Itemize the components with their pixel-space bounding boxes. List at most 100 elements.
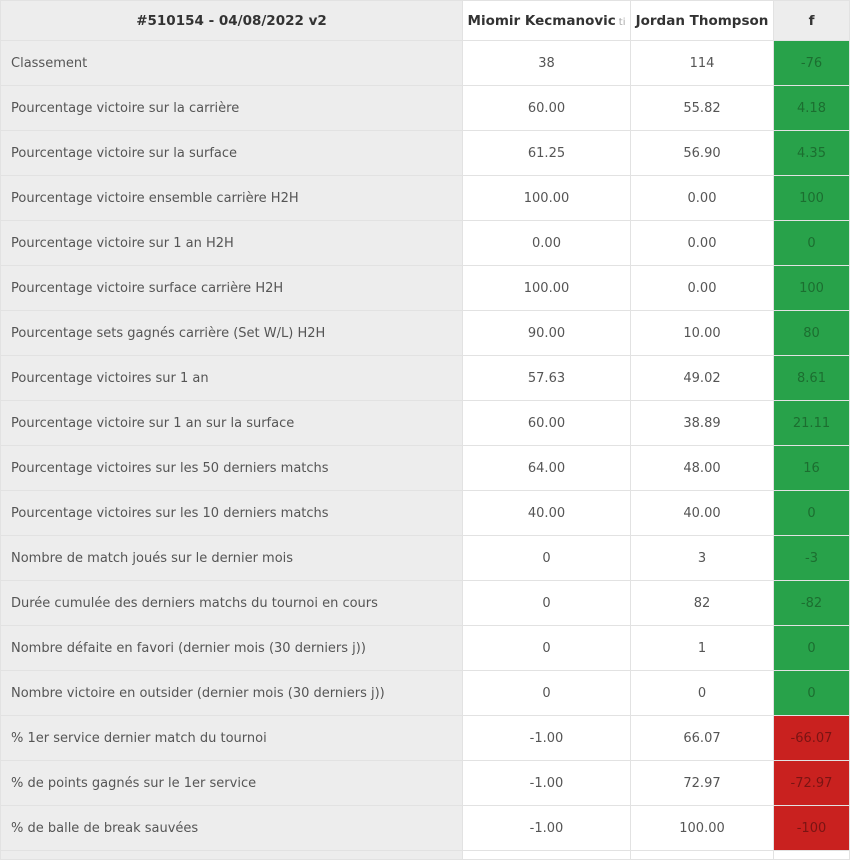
sort-indicator[interactable]: ti: [618, 16, 626, 28]
row-label: Pourcentage victoires sur 1 an: [0, 355, 463, 401]
factor-value: 0: [773, 490, 850, 536]
table-row: % de balle de break sauvées -1.00 100.00 -1…: [0, 805, 850, 851]
factor-value: 0: [773, 670, 850, 716]
table-row-partial: [0, 850, 850, 860]
player2-value: 49.02: [630, 355, 774, 401]
factor-value: 16: [773, 445, 850, 491]
player1-value: 0: [462, 625, 631, 671]
empty-cell: [0, 850, 463, 860]
player1-value: 100.00: [462, 265, 631, 311]
factor-value: 100: [773, 265, 850, 311]
factor-value: -72.97: [773, 760, 850, 806]
player2-value: 66.07: [630, 715, 774, 761]
table-row: % de points gagnés sur le 1er service -1.…: [0, 760, 850, 806]
row-label: Pourcentage victoires sur les 10 dernier…: [0, 490, 463, 536]
table-row: Pourcentage victoire sur 1 an H2H 0.00 0.0…: [0, 220, 850, 266]
column-header-player2[interactable]: Jordan Thompson: [630, 0, 774, 41]
factor-value: 80: [773, 310, 850, 356]
player1-value: 38: [462, 40, 631, 86]
player1-value: -1.00: [462, 760, 631, 806]
row-label: Durée cumulée des derniers matchs du tou…: [0, 580, 463, 626]
row-label: % de balle de break sauvées: [0, 805, 463, 851]
factor-value: -82: [773, 580, 850, 626]
player1-value: 0: [462, 535, 631, 581]
table-row: Pourcentage victoire sur la carrière 60.0…: [0, 85, 850, 131]
factor-value: -66.07: [773, 715, 850, 761]
factor-value: 100: [773, 175, 850, 221]
player1-value: 0.00: [462, 220, 631, 266]
table-row: Pourcentage victoire surface carrière H2…: [0, 265, 850, 311]
row-label: Nombre victoire en outsider (dernier moi…: [0, 670, 463, 716]
row-label: Pourcentage victoire sur 1 an sur la sur…: [0, 400, 463, 446]
player2-value: 0.00: [630, 175, 774, 221]
player2-value: 40.00: [630, 490, 774, 536]
table-row: Nombre victoire en outsider (dernier moi…: [0, 670, 850, 716]
player1-value: 40.00: [462, 490, 631, 536]
player1-value: 100.00: [462, 175, 631, 221]
table-row: % 1er service dernier match du tournoi -1…: [0, 715, 850, 761]
empty-cell: [773, 850, 850, 860]
player2-value: 48.00: [630, 445, 774, 491]
row-label: Pourcentage victoire sur la surface: [0, 130, 463, 176]
factor-value: 4.18: [773, 85, 850, 131]
factor-value: -100: [773, 805, 850, 851]
table-row: Pourcentage victoire ensemble carrière H…: [0, 175, 850, 221]
row-label: Nombre défaite en favori (dernier mois (…: [0, 625, 463, 671]
player2-value: 82: [630, 580, 774, 626]
factor-value: 0: [773, 220, 850, 266]
player2-value: 0: [630, 670, 774, 716]
table-row: Durée cumulée des derniers matchs du tou…: [0, 580, 850, 626]
column-header-player1[interactable]: Miomir Kecmanovic ti: [462, 0, 631, 41]
player2-value: 100.00: [630, 805, 774, 851]
player1-value: 0: [462, 670, 631, 716]
table-row: Pourcentage victoires sur les 10 dernier…: [0, 490, 850, 536]
factor-value: 21.11: [773, 400, 850, 446]
empty-cell: [630, 850, 774, 860]
table-row: Nombre défaite en favori (dernier mois (…: [0, 625, 850, 671]
player2-value: 3: [630, 535, 774, 581]
factor-value: -3: [773, 535, 850, 581]
row-label: Pourcentage victoires sur les 50 dernier…: [0, 445, 463, 491]
row-label: Pourcentage victoire ensemble carrière H…: [0, 175, 463, 221]
match-title: #510154 - 04/08/2022 v2: [0, 0, 463, 41]
row-label: Pourcentage victoire surface carrière H2…: [0, 265, 463, 311]
player1-value: 57.63: [462, 355, 631, 401]
player2-value: 56.90: [630, 130, 774, 176]
table-row: Pourcentage victoires sur 1 an 57.63 49.02…: [0, 355, 850, 401]
table-body: Classement 38 114 -76 Pourcentage victoire s…: [0, 40, 850, 860]
factor-value: 4.35: [773, 130, 850, 176]
table-row: Classement 38 114 -76: [0, 40, 850, 86]
table-row: Pourcentage sets gagnés carrière (Set W/…: [0, 310, 850, 356]
player1-value: 61.25: [462, 130, 631, 176]
row-label: Pourcentage sets gagnés carrière (Set W/…: [0, 310, 463, 356]
player1-value: -1.00: [462, 715, 631, 761]
factor-value: -76: [773, 40, 850, 86]
player2-value: 10.00: [630, 310, 774, 356]
row-label: Pourcentage victoire sur la carrière: [0, 85, 463, 131]
player2-value: 55.82: [630, 85, 774, 131]
player1-value: 0: [462, 580, 631, 626]
player1-name: Miomir Kecmanovic: [467, 12, 616, 29]
player2-value: 72.97: [630, 760, 774, 806]
table-row: Pourcentage victoire sur la surface 61.25…: [0, 130, 850, 176]
player2-value: 38.89: [630, 400, 774, 446]
player1-value: 64.00: [462, 445, 631, 491]
row-label: % 1er service dernier match du tournoi: [0, 715, 463, 761]
row-label: Pourcentage victoire sur 1 an H2H: [0, 220, 463, 266]
table-row: Nombre de match joués sur le dernier moi…: [0, 535, 850, 581]
factor-value: 0: [773, 625, 850, 671]
player2-value: 0.00: [630, 265, 774, 311]
table-row: Pourcentage victoires sur les 50 dernier…: [0, 445, 850, 491]
table-row: Pourcentage victoire sur 1 an sur la sur…: [0, 400, 850, 446]
empty-cell: [462, 850, 631, 860]
factor-value: 8.61: [773, 355, 850, 401]
row-label: Nombre de match joués sur le dernier moi…: [0, 535, 463, 581]
player1-value: 60.00: [462, 400, 631, 446]
column-header-factor[interactable]: f: [773, 0, 850, 41]
row-label: Classement: [0, 40, 463, 86]
player2-value: 114: [630, 40, 774, 86]
header-row: #510154 - 04/08/2022 v2 Miomir Kecmanovi…: [0, 0, 850, 41]
player1-value: 60.00: [462, 85, 631, 131]
player1-value: -1.00: [462, 805, 631, 851]
